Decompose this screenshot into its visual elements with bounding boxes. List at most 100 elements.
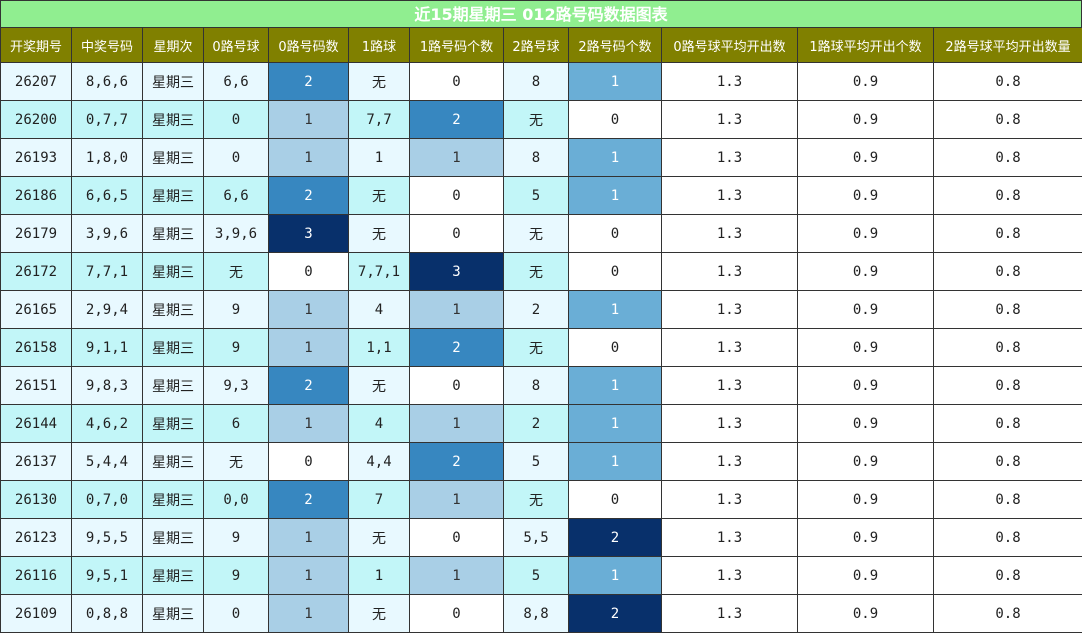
header-cell: 开奖期号 bbox=[0, 27, 72, 63]
table-cell: 星期三 bbox=[142, 442, 204, 481]
table-cell: 星期三 bbox=[142, 594, 204, 633]
table-cell: 2 bbox=[568, 594, 662, 633]
table-cell: 3,9,6 bbox=[71, 214, 143, 253]
table-cell: 1 bbox=[268, 100, 349, 139]
header-cell: 0路号码数 bbox=[268, 27, 349, 63]
table-cell: 2 bbox=[409, 442, 504, 481]
table-cell: 0.8 bbox=[933, 594, 1082, 633]
table-cell: 0.9 bbox=[797, 138, 934, 177]
table-cell: 0,8,8 bbox=[71, 594, 143, 633]
table-cell: 无 bbox=[503, 252, 569, 291]
header-cell: 2路号球 bbox=[503, 27, 569, 63]
table-cell: 1.3 bbox=[661, 556, 798, 595]
table-cell: 26144 bbox=[0, 404, 72, 443]
table-cell: 1.3 bbox=[661, 138, 798, 177]
table-cell: 星期三 bbox=[142, 480, 204, 519]
table-cell: 26151 bbox=[0, 366, 72, 405]
table-row: 26144 4,6,2 星期三 6 1 4 1 2 1 1.3 0.9 0.8 bbox=[0, 404, 1082, 443]
table-cell: 星期三 bbox=[142, 518, 204, 557]
table-cell: 1.3 bbox=[661, 328, 798, 367]
table-cell: 0 bbox=[568, 214, 662, 253]
table-cell: 3 bbox=[409, 252, 504, 291]
table-cell: 0.9 bbox=[797, 404, 934, 443]
table-cell: 0.8 bbox=[933, 328, 1082, 367]
table-cell: 2 bbox=[503, 404, 569, 443]
table-cell: 0,0 bbox=[203, 480, 269, 519]
table-cell: 0 bbox=[268, 252, 349, 291]
table-cell: 星期三 bbox=[142, 214, 204, 253]
table-cell: 0.8 bbox=[933, 480, 1082, 519]
table-cell: 1 bbox=[568, 62, 662, 101]
table-cell: 0.9 bbox=[797, 480, 934, 519]
header-cell: 1路球平均开出个数 bbox=[797, 27, 934, 63]
table-cell: 3 bbox=[268, 214, 349, 253]
table-cell: 星期三 bbox=[142, 556, 204, 595]
table-cell: 1.3 bbox=[661, 176, 798, 215]
table-cell: 无 bbox=[503, 214, 569, 253]
table-cell: 2 bbox=[268, 366, 349, 405]
table-cell: 4,4 bbox=[348, 442, 410, 481]
table-cell: 0.9 bbox=[797, 366, 934, 405]
table-cell: 1 bbox=[568, 404, 662, 443]
table-cell: 26116 bbox=[0, 556, 72, 595]
table-cell: 0.9 bbox=[797, 328, 934, 367]
table-row: 26158 9,1,1 星期三 9 1 1,1 2 无 0 1.3 0.9 0.8 bbox=[0, 328, 1082, 367]
data-table: 开奖期号 中奖号码 星期次 0路号球 0路号码数 1路球 1路号码个数 2路号球 2路号码个数 0… bbox=[0, 27, 1082, 633]
table-cell: 1.3 bbox=[661, 62, 798, 101]
table-body: 26207 8,6,6 星期三 6,6 2 无 0 8 1 1.3 0.9 0.8 26200 0,7,7… bbox=[0, 62, 1082, 633]
table-cell: 无 bbox=[503, 328, 569, 367]
table-cell: 0 bbox=[568, 480, 662, 519]
table-cell: 0 bbox=[268, 442, 349, 481]
table-cell: 26158 bbox=[0, 328, 72, 367]
header-cell: 1路球 bbox=[348, 27, 410, 63]
table-cell: 7,7,1 bbox=[71, 252, 143, 291]
table-cell: 26193 bbox=[0, 138, 72, 177]
table-cell: 26207 bbox=[0, 62, 72, 101]
table-cell: 1.3 bbox=[661, 442, 798, 481]
header-cell: 2路号码个数 bbox=[568, 27, 662, 63]
table-cell: 星期三 bbox=[142, 366, 204, 405]
table-cell: 1,1 bbox=[348, 328, 410, 367]
table-cell: 1.3 bbox=[661, 366, 798, 405]
table-cell: 0 bbox=[203, 594, 269, 633]
table-cell: 8 bbox=[503, 138, 569, 177]
table-cell: 2 bbox=[503, 290, 569, 329]
table-cell: 1 bbox=[268, 138, 349, 177]
table-cell: 0.9 bbox=[797, 556, 934, 595]
table-cell: 无 bbox=[348, 214, 410, 253]
table-row: 26200 0,7,7 星期三 0 1 7,7 2 无 0 1.3 0.9 0.8 bbox=[0, 100, 1082, 139]
table-row: 26186 6,6,5 星期三 6,6 2 无 0 5 1 1.3 0.9 0.8 bbox=[0, 176, 1082, 215]
table-cell: 0.9 bbox=[797, 214, 934, 253]
table-cell: 1 bbox=[409, 138, 504, 177]
table-row: 26165 2,9,4 星期三 9 1 4 1 2 1 1.3 0.9 0.8 bbox=[0, 290, 1082, 329]
table-cell: 0.8 bbox=[933, 556, 1082, 595]
table-row: 26179 3,9,6 星期三 3,9,6 3 无 0 无 0 1.3 0.9 0.8 bbox=[0, 214, 1082, 253]
table-cell: 4 bbox=[348, 290, 410, 329]
header-cell: 2路号球平均开出数量 bbox=[933, 27, 1082, 63]
table-cell: 1 bbox=[268, 518, 349, 557]
table-cell: 1.3 bbox=[661, 594, 798, 633]
table-cell: 6,6 bbox=[203, 176, 269, 215]
table-cell: 1.3 bbox=[661, 290, 798, 329]
table-cell: 0 bbox=[409, 62, 504, 101]
table-cell: 26109 bbox=[0, 594, 72, 633]
table-cell: 9 bbox=[203, 556, 269, 595]
header-cell: 0路号球平均开出数 bbox=[661, 27, 798, 63]
table-cell: 0 bbox=[409, 518, 504, 557]
table-cell: 1 bbox=[568, 290, 662, 329]
table-cell: 1 bbox=[409, 404, 504, 443]
table-cell: 9,5,1 bbox=[71, 556, 143, 595]
table-cell: 6,6,5 bbox=[71, 176, 143, 215]
table-cell: 26123 bbox=[0, 518, 72, 557]
table-row: 26109 0,8,8 星期三 0 1 无 0 8,8 2 1.3 0.9 0.8 bbox=[0, 594, 1082, 633]
table-cell: 星期三 bbox=[142, 252, 204, 291]
table-cell: 0.8 bbox=[933, 138, 1082, 177]
table-cell: 0.8 bbox=[933, 518, 1082, 557]
table-cell: 星期三 bbox=[142, 138, 204, 177]
table-cell: 2 bbox=[268, 62, 349, 101]
table-cell: 1 bbox=[568, 366, 662, 405]
table-cell: 0 bbox=[203, 100, 269, 139]
table-cell: 1 bbox=[568, 138, 662, 177]
table-cell: 9 bbox=[203, 290, 269, 329]
table-cell: 星期三 bbox=[142, 100, 204, 139]
